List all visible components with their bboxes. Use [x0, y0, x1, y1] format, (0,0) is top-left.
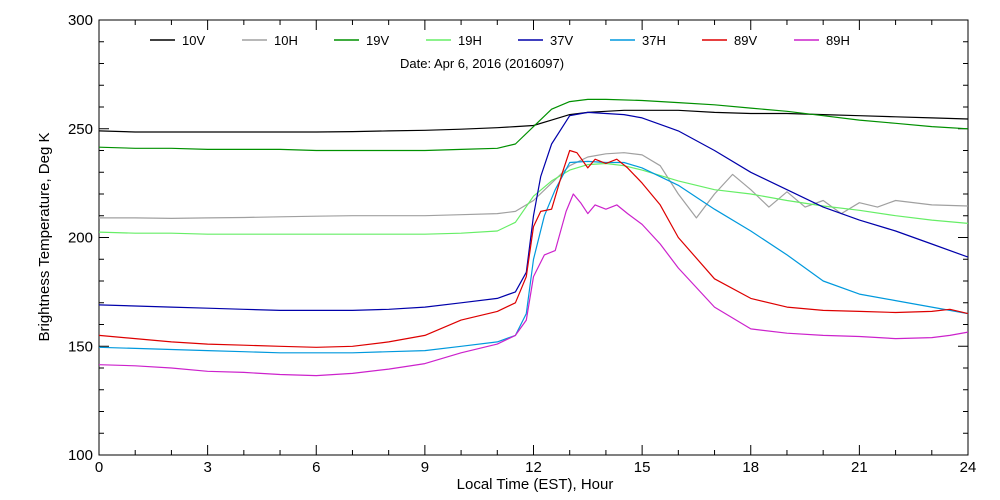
legend-label: 19V — [366, 33, 389, 48]
series-line-10v — [98, 109, 969, 133]
legend: 10V 10H 19V 19H 37V 37H 89V 89H — [150, 33, 850, 48]
legend-label: 37H — [642, 33, 666, 48]
series-line-89h — [98, 193, 969, 377]
y-tick-label: 100 — [68, 447, 93, 464]
legend-label: 19H — [458, 33, 482, 48]
x-tick-label: 24 — [960, 459, 977, 476]
y-tick-label: 250 — [68, 121, 93, 138]
plot-frame — [98, 19, 969, 456]
x-tick-label: 0 — [95, 459, 103, 476]
x-tick-label: 21 — [851, 459, 868, 476]
date-annotation: Date: Apr 6, 2016 (2016097) — [400, 56, 564, 71]
series-line-19h — [98, 162, 969, 235]
y-axis-label: Brightness Temperature, Deg K — [36, 133, 53, 342]
legend-label: 37V — [550, 33, 573, 48]
x-axis-label: Local Time (EST), Hour — [457, 476, 614, 493]
legend-label: 89H — [826, 33, 850, 48]
y-tick-label: 300 — [68, 12, 93, 29]
y-tick-label: 150 — [68, 338, 93, 355]
legend-label: 10V — [182, 33, 205, 48]
series-line-19v — [98, 98, 969, 152]
x-tick-label: 9 — [421, 459, 429, 476]
x-tick-label: 15 — [634, 459, 651, 476]
series-line-37v — [98, 111, 969, 311]
x-tick-label: 12 — [525, 459, 542, 476]
axis-ticks — [98, 19, 969, 456]
y-tick-label: 200 — [68, 230, 93, 247]
series-line-37h — [98, 160, 969, 354]
legend-label: 89V — [734, 33, 757, 48]
x-tick-label: 18 — [742, 459, 759, 476]
x-tick-label: 3 — [203, 459, 211, 476]
legend-label: 10H — [274, 33, 298, 48]
series-lines — [98, 98, 969, 377]
series-line-10h — [99, 152, 969, 219]
x-tick-label: 6 — [312, 459, 320, 476]
tick-labels: 0 3 6 9 12 15 18 21 24 100 150 200 250 300 — [68, 12, 976, 476]
series-line-89v — [98, 149, 969, 348]
